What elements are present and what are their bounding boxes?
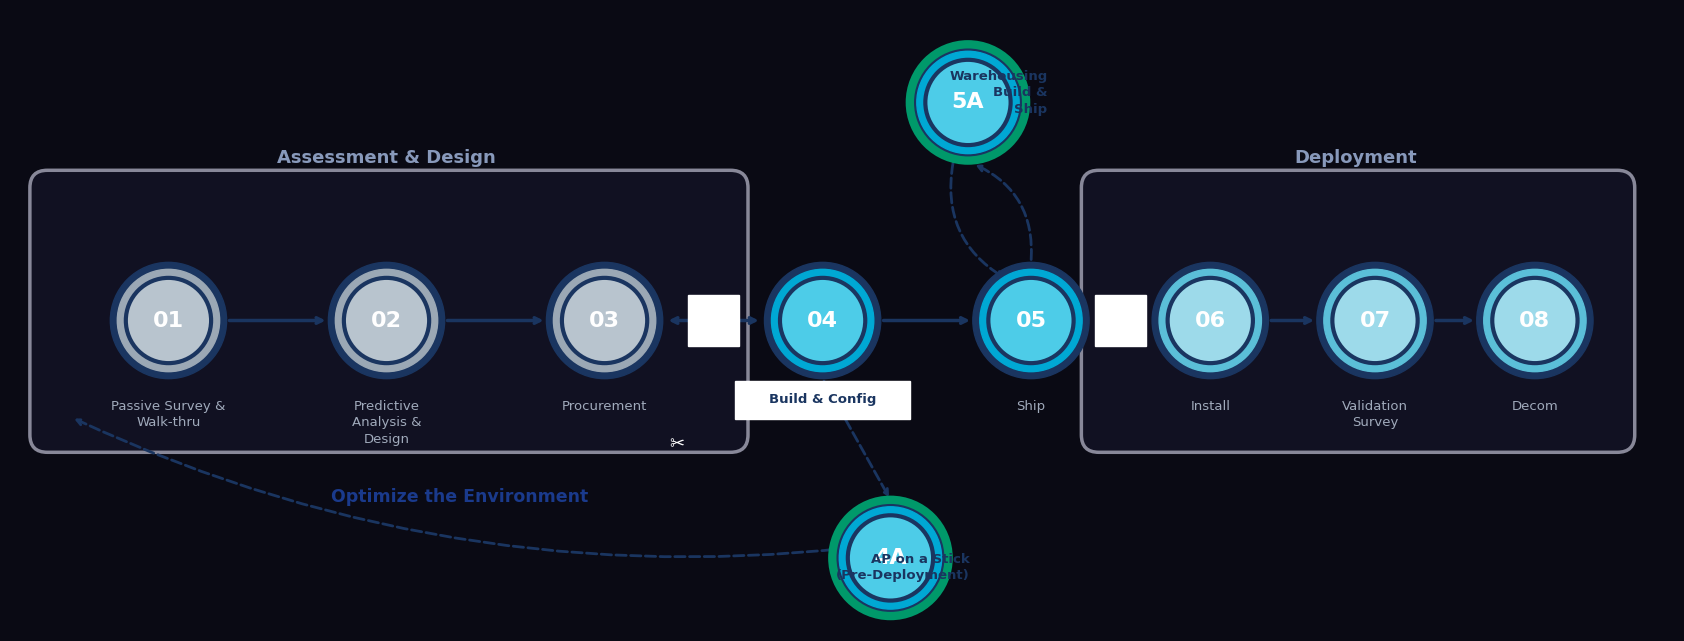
Text: Assessment & Design: Assessment & Design xyxy=(278,149,495,167)
Text: Predictive
Analysis &
Design: Predictive Analysis & Design xyxy=(352,400,421,446)
Circle shape xyxy=(1477,262,1593,379)
Text: AP on a Stick
(Pre-Deployment): AP on a Stick (Pre-Deployment) xyxy=(837,553,970,583)
Circle shape xyxy=(562,278,647,363)
Circle shape xyxy=(126,278,210,363)
Text: 05: 05 xyxy=(1015,310,1046,331)
Circle shape xyxy=(909,44,1026,161)
Circle shape xyxy=(1317,262,1433,379)
Text: 4A: 4A xyxy=(874,548,906,568)
Circle shape xyxy=(1324,269,1426,372)
Circle shape xyxy=(554,269,655,372)
Circle shape xyxy=(118,269,219,372)
Text: Ship: Ship xyxy=(1017,400,1046,413)
Circle shape xyxy=(1332,278,1418,363)
Circle shape xyxy=(973,262,1090,379)
Circle shape xyxy=(980,269,1083,372)
Circle shape xyxy=(832,500,948,616)
Text: 08: 08 xyxy=(1519,310,1551,331)
Text: Validation
Survey: Validation Survey xyxy=(1342,400,1408,429)
Text: 01: 01 xyxy=(153,310,184,331)
Text: 5A: 5A xyxy=(951,92,983,112)
FancyBboxPatch shape xyxy=(1095,296,1145,345)
Circle shape xyxy=(771,269,874,372)
Text: Procurement: Procurement xyxy=(562,400,647,413)
Circle shape xyxy=(925,60,1010,145)
Circle shape xyxy=(1484,269,1586,372)
Text: 07: 07 xyxy=(1359,310,1391,331)
Circle shape xyxy=(765,262,881,379)
Circle shape xyxy=(546,262,663,379)
FancyBboxPatch shape xyxy=(30,171,748,453)
Circle shape xyxy=(780,278,866,363)
Text: Deployment: Deployment xyxy=(1295,149,1416,167)
Text: ✂: ✂ xyxy=(670,435,685,454)
Text: Build & Config: Build & Config xyxy=(770,394,876,406)
Circle shape xyxy=(335,269,438,372)
Circle shape xyxy=(111,262,227,379)
Circle shape xyxy=(989,278,1074,363)
Circle shape xyxy=(916,51,1019,154)
Text: 02: 02 xyxy=(370,310,402,331)
Circle shape xyxy=(344,278,429,363)
FancyBboxPatch shape xyxy=(1081,171,1635,453)
Circle shape xyxy=(328,262,445,379)
Text: 04: 04 xyxy=(807,310,839,331)
Text: 06: 06 xyxy=(1194,310,1226,331)
FancyBboxPatch shape xyxy=(689,296,739,345)
Text: Decom: Decom xyxy=(1512,400,1558,413)
Circle shape xyxy=(847,515,933,601)
FancyBboxPatch shape xyxy=(736,381,909,419)
Circle shape xyxy=(1159,269,1261,372)
Circle shape xyxy=(1152,262,1268,379)
Circle shape xyxy=(1167,278,1253,363)
Circle shape xyxy=(1492,278,1578,363)
Circle shape xyxy=(839,507,941,609)
Text: 03: 03 xyxy=(589,310,620,331)
Text: Passive Survey &
Walk-thru: Passive Survey & Walk-thru xyxy=(111,400,226,429)
Text: Install: Install xyxy=(1191,400,1231,413)
Text: Warehousing
Build &
Ship: Warehousing Build & Ship xyxy=(950,70,1047,116)
Text: Optimize the Environment: Optimize the Environment xyxy=(330,488,588,506)
